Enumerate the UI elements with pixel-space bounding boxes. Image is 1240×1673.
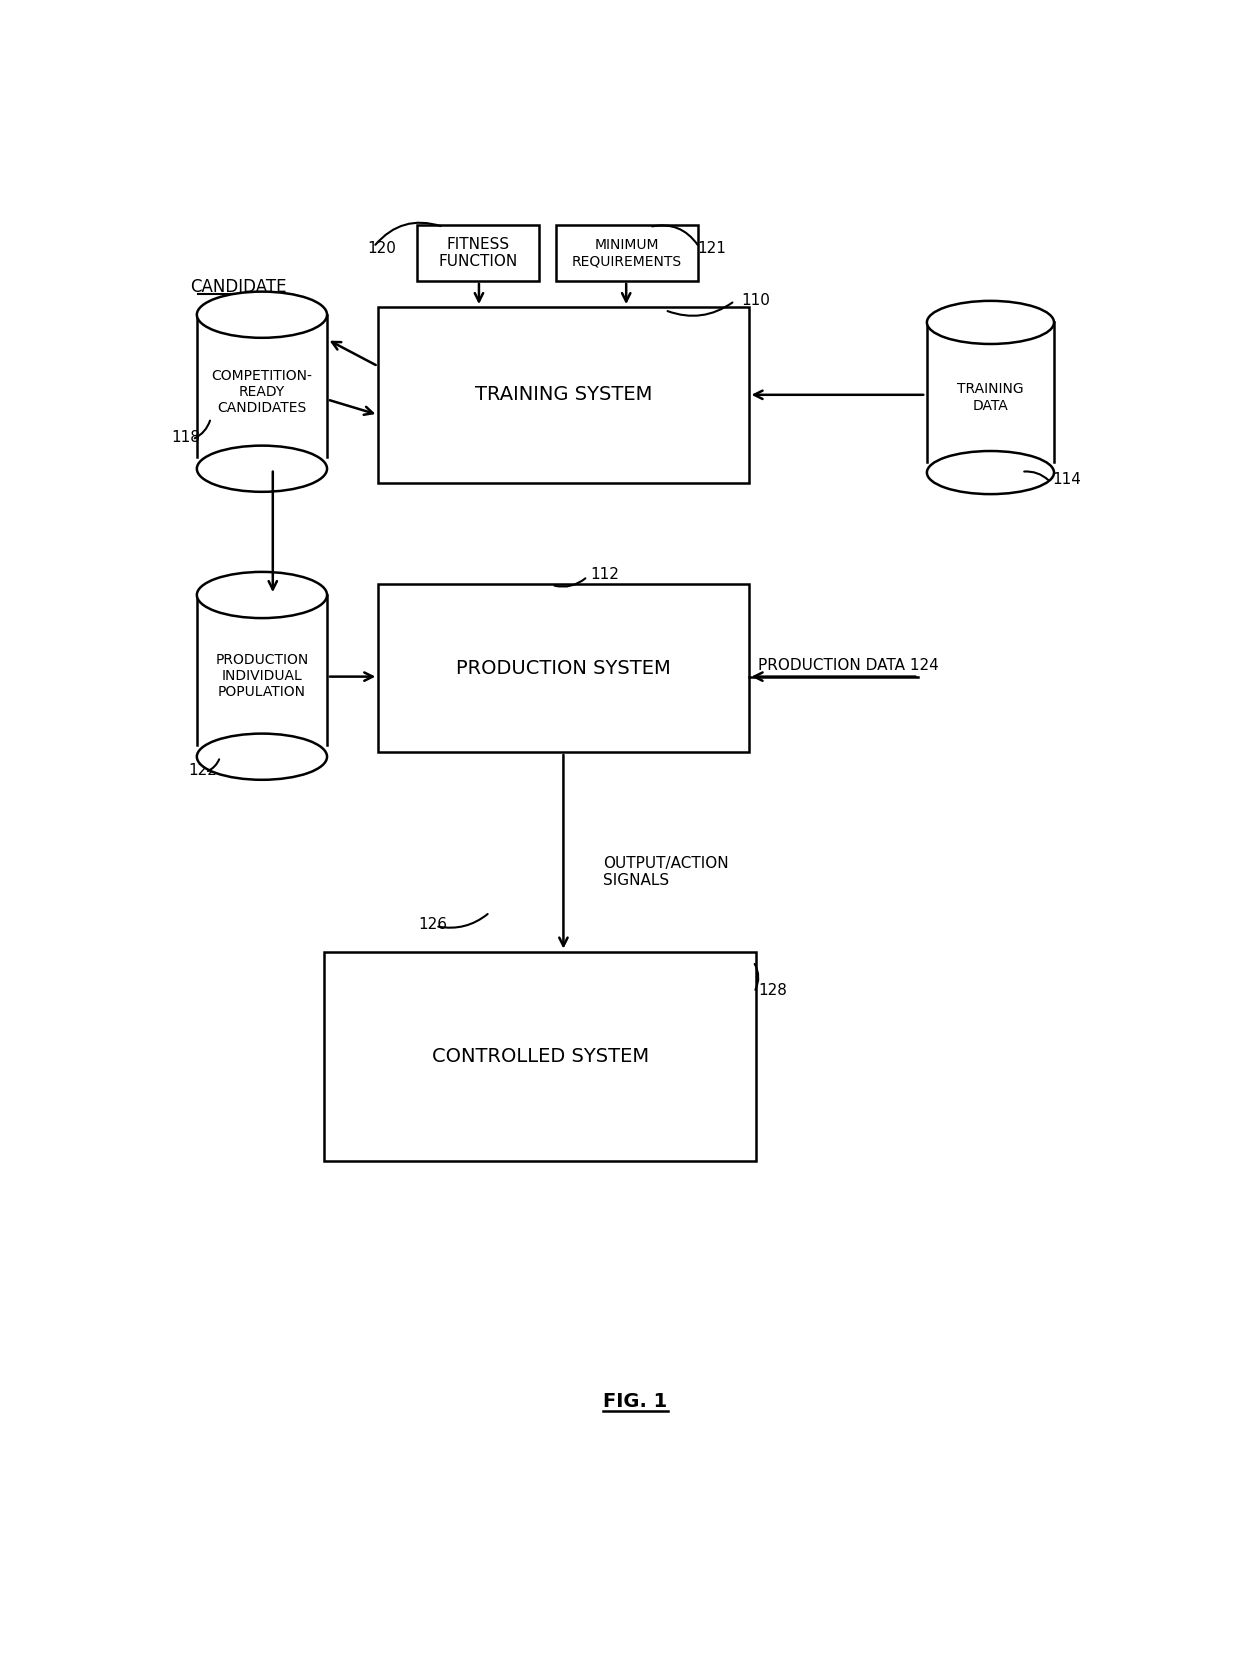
Ellipse shape <box>197 445 327 492</box>
Text: 110: 110 <box>742 293 770 308</box>
Bar <box>378 308 749 482</box>
Text: PRODUCTION
INDIVIDUAL
POPULATION: PRODUCTION INDIVIDUAL POPULATION <box>216 652 309 699</box>
Text: PRODUCTION DATA 124: PRODUCTION DATA 124 <box>758 659 939 673</box>
Text: CANDIDATE: CANDIDATE <box>191 278 286 296</box>
Text: CONTROLLED SYSTEM: CONTROLLED SYSTEM <box>432 1047 649 1066</box>
Text: FIG. 1: FIG. 1 <box>604 1392 667 1412</box>
Text: 120: 120 <box>367 241 396 256</box>
Text: POOL: POOL <box>216 296 262 315</box>
Text: 112: 112 <box>590 567 620 582</box>
Ellipse shape <box>928 452 1054 494</box>
Ellipse shape <box>197 291 327 338</box>
Ellipse shape <box>197 733 327 780</box>
Bar <box>417 226 539 281</box>
Text: FITNESS
FUNCTION: FITNESS FUNCTION <box>439 238 518 269</box>
Text: 126: 126 <box>418 917 446 932</box>
Bar <box>197 596 327 756</box>
Text: TRAINING
DATA: TRAINING DATA <box>957 383 1024 413</box>
Text: 114: 114 <box>1053 472 1081 487</box>
Text: COMPETITION-
READY
CANDIDATES: COMPETITION- READY CANDIDATES <box>212 368 312 415</box>
Text: 118: 118 <box>171 430 201 445</box>
Ellipse shape <box>928 301 1054 345</box>
Bar <box>557 226 697 281</box>
Bar <box>926 323 1054 472</box>
Text: PRODUCTION SYSTEM: PRODUCTION SYSTEM <box>456 659 671 678</box>
Bar <box>324 952 756 1161</box>
Bar <box>378 584 749 753</box>
Bar <box>197 315 327 468</box>
Text: TRAINING SYSTEM: TRAINING SYSTEM <box>475 385 652 405</box>
Text: 128: 128 <box>758 982 787 997</box>
Ellipse shape <box>197 572 327 617</box>
Text: MINIMUM
REQUIREMENTS: MINIMUM REQUIREMENTS <box>572 238 682 268</box>
Text: 121: 121 <box>697 241 725 256</box>
Text: 122: 122 <box>188 763 217 778</box>
Text: OUTPUT/ACTION
SIGNALS: OUTPUT/ACTION SIGNALS <box>603 857 729 888</box>
